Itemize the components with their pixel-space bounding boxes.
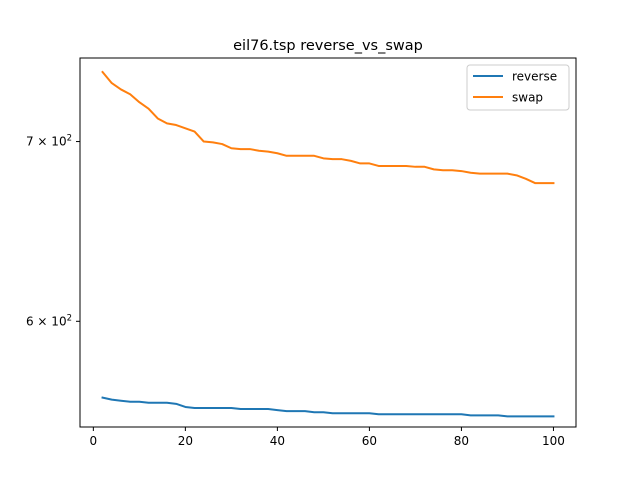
legend: reverse swap [466,64,570,111]
x-tick-label: 100 [542,434,565,448]
plot-lines [101,70,555,418]
y-tick-label: 7 × 102 [26,134,72,149]
legend-label-reverse: reverse [512,70,557,84]
x-tick-label: 80 [454,434,469,448]
y-tick-label: 6 × 102 [26,313,72,328]
series-line-reverse [101,396,555,418]
chart-title: eil76.tsp reverse_vs_swap [233,38,423,54]
x-tick-label: 40 [270,434,285,448]
plot-frame [79,57,577,428]
y-axis: 6 × 102 7 × 102 [26,134,80,328]
series-line-swap [101,70,555,185]
legend-label-swap: swap [512,91,543,105]
x-tick-label: 60 [362,434,377,448]
x-tick-label: 20 [178,434,193,448]
x-tick-label: 0 [90,434,98,448]
x-axis: 0 20 40 60 80 100 [90,427,565,448]
